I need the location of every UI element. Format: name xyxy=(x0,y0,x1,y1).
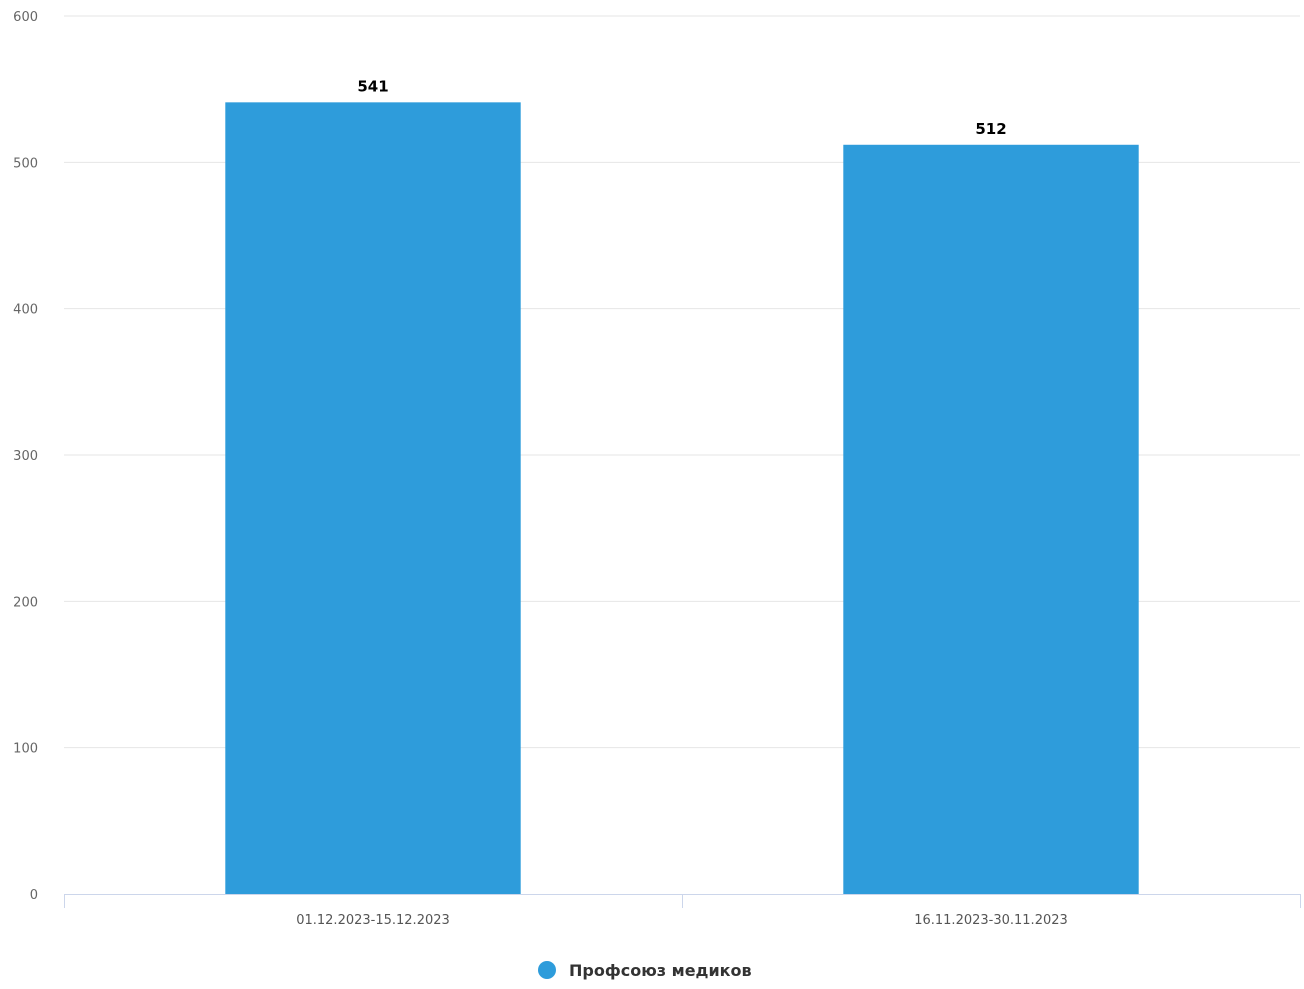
y-tick-label: 200 xyxy=(13,595,38,610)
y-tick-label: 300 xyxy=(13,449,38,464)
legend-item[interactable]: Профсоюз медиков xyxy=(538,961,752,980)
y-tick-label: 500 xyxy=(13,156,38,171)
legend-label[interactable]: Профсоюз медиков xyxy=(569,961,752,980)
y-axis-tick-labels: 0 100 200 300 400 500 600 xyxy=(13,10,38,903)
y-tick-label: 100 xyxy=(13,742,38,757)
data-labels: 541 512 xyxy=(357,77,1006,137)
bar[interactable] xyxy=(225,102,521,894)
y-tick-label: 400 xyxy=(13,303,38,318)
legend[interactable]: Профсоюз медиков xyxy=(538,961,752,980)
x-tick-label: 01.12.2023-15.12.2023 xyxy=(296,913,450,928)
y-tick-label: 600 xyxy=(13,10,38,25)
x-tick-label: 16.11.2023-30.11.2023 xyxy=(914,913,1068,928)
bar-value-label: 512 xyxy=(975,120,1006,138)
bars xyxy=(225,102,1139,895)
x-axis: 01.12.2023-15.12.2023 16.11.2023-30.11.20… xyxy=(64,894,1301,928)
bar-value-label: 541 xyxy=(357,77,388,95)
legend-marker[interactable] xyxy=(538,961,556,979)
y-tick-label: 0 xyxy=(30,888,38,903)
bar[interactable] xyxy=(843,144,1139,895)
